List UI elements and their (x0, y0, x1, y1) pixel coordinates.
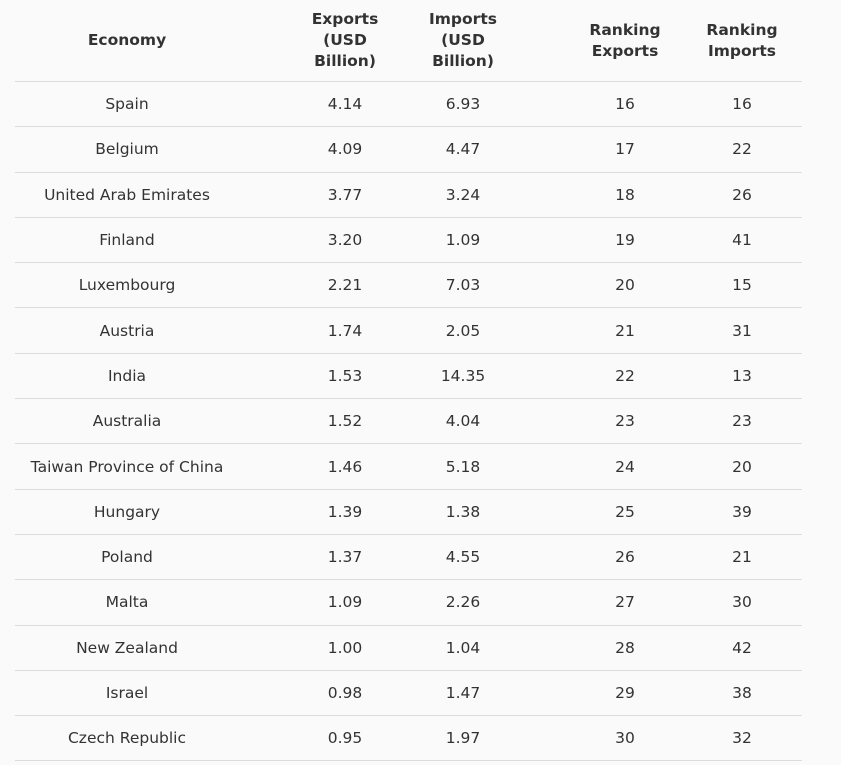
header-row: Economy Exports (USD Billion) Imports (USD… (15, 0, 802, 82)
table-row: Taiwan Province of China 1.46 5.18 24 20 (15, 444, 802, 490)
table-row: Finland 3.20 1.09 19 41 (15, 218, 802, 264)
table-cell: 3.20 (327, 231, 363, 250)
table-cell: 4.47 (445, 140, 481, 159)
table-cell: 1.09 (327, 593, 363, 612)
table-cell: 3.24 (445, 185, 481, 204)
table-cell: 41 (732, 231, 752, 250)
table-cell: Israel (105, 684, 149, 702)
table-row: United Arab Emirates 3.77 3.24 18 26 (15, 173, 802, 218)
table-cell: Malta (105, 593, 149, 612)
table-cell: 20 (615, 276, 635, 295)
table-cell: 1.52 (327, 412, 363, 431)
table-cell: 23 (732, 412, 752, 431)
table-cell: 2.21 (327, 276, 363, 295)
table-row: India 1.53 14.35 22 13 (15, 354, 802, 400)
table-cell: 1.39 (327, 502, 363, 521)
table-cell: 24 (615, 457, 635, 476)
table-cell: United Arab Emirates (44, 185, 210, 204)
table-cell: 20 (732, 457, 752, 476)
table-cell: 4.55 (445, 548, 481, 567)
table-cell: 4.09 (327, 140, 363, 159)
table-row: Malta 1.09 2.26 27 30 (15, 580, 802, 626)
table-cell: Taiwan Province of China (30, 457, 224, 476)
table-cell: Finland (99, 231, 155, 250)
table-cell: 1.38 (445, 502, 481, 521)
table-cell: India (107, 366, 147, 385)
trade-table: Economy Exports (USD Billion) Imports (USD… (15, 0, 802, 762)
table-cell: 31 (732, 321, 752, 340)
table-row: Spain 4.14 6.93 16 16 (15, 82, 802, 128)
table-cell: New Zealand (76, 638, 178, 657)
table-cell: 6.93 (445, 95, 481, 114)
table-cell: 1.46 (327, 457, 363, 476)
table-cell: Czech Republic (67, 729, 186, 748)
header-cell: Economy (87, 31, 167, 49)
table-cell: 18 (615, 185, 635, 204)
table-cell: Poland (101, 548, 153, 567)
table-cell: 30 (615, 729, 635, 748)
table-cell: 19 (615, 231, 635, 250)
table-cell: 26 (732, 185, 752, 204)
table-cell: 22 (732, 140, 752, 159)
header-cell: Ranking Exports (589, 20, 661, 60)
table-cell: 23 (615, 412, 635, 431)
table-cell: 1.04 (445, 638, 481, 657)
table-cell: 2.05 (445, 321, 481, 340)
table-cell: 39 (732, 502, 752, 521)
table-cell: 1.37 (327, 548, 363, 567)
table-cell: 1.97 (445, 729, 481, 748)
table-cell: 5.18 (445, 457, 481, 476)
table-cell: 38 (732, 684, 752, 702)
table-cell: 16 (732, 95, 752, 114)
table-cell: 42 (732, 638, 752, 657)
table-cell: 1.47 (445, 684, 481, 702)
table-cell: 4.04 (445, 412, 481, 431)
table-cell: 1.00 (327, 638, 363, 657)
table-row: Austria 1.74 2.05 21 31 (15, 308, 802, 354)
table-cell: 15 (732, 276, 752, 295)
table-row: Australia 1.52 4.04 23 23 (15, 399, 802, 445)
table-cell: 16 (615, 95, 635, 114)
table-cell: 0.98 (327, 684, 363, 702)
table-cell: 0.95 (327, 729, 363, 748)
table-cell: Australia (92, 412, 162, 431)
table-cell: 14.35 (440, 366, 486, 385)
table-cell: Belgium (95, 140, 159, 159)
table-cell: 1.09 (445, 231, 481, 250)
table-cell: 27 (615, 593, 635, 612)
table-row: Israel 0.98 1.47 29 38 (15, 671, 802, 717)
table-cell: 26 (615, 548, 635, 567)
table-cell: 17 (615, 140, 635, 159)
table-cell: 1.53 (327, 366, 363, 385)
table-cell: 28 (615, 638, 635, 657)
table-cell: 4.14 (327, 95, 363, 114)
table-row: Czech Republic 0.95 1.97 30 32 (15, 716, 802, 762)
table-row: Hungary 1.39 1.38 25 39 (15, 490, 802, 535)
table-cell: Spain (105, 95, 149, 114)
table-cell: 3.77 (327, 185, 363, 204)
table-cell: Luxembourg (78, 276, 176, 295)
header-cell: Imports (USD Billion) (429, 10, 497, 70)
table-cell: 29 (615, 684, 635, 702)
table-row: New Zealand 1.00 1.04 28 42 (15, 626, 802, 671)
table-cell: 21 (615, 321, 635, 340)
table-cell: 30 (732, 593, 752, 612)
table-cell: 25 (615, 502, 635, 521)
header-cell: Exports (USD Billion) (311, 10, 379, 70)
table-cell: Hungary (93, 502, 161, 521)
header-cell: Ranking Imports (706, 20, 778, 60)
table-cell: 22 (615, 366, 635, 385)
table-cell: 32 (732, 729, 752, 748)
table-row: Belgium 4.09 4.47 17 22 (15, 127, 802, 173)
table-row: Poland 1.37 4.55 26 21 (15, 535, 802, 581)
table-cell: 2.26 (445, 593, 481, 612)
table-cell: Austria (99, 321, 155, 340)
table-cell: 21 (732, 548, 752, 567)
table-cell: 13 (732, 366, 752, 385)
table-row: Luxembourg 2.21 7.03 20 15 (15, 263, 802, 309)
table-cell: 7.03 (445, 276, 481, 295)
table-cell: 1.74 (327, 321, 363, 340)
